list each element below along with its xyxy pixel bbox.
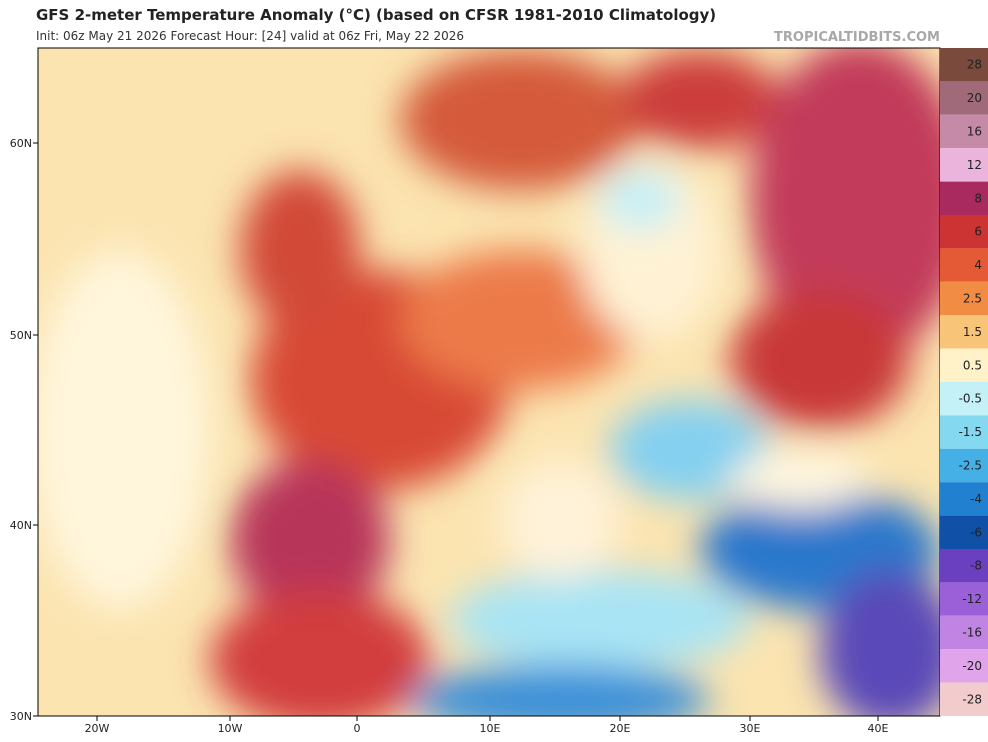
colorbar-swatch xyxy=(940,215,988,249)
colorbar-swatch xyxy=(940,315,988,349)
colorbar-swatch xyxy=(940,48,988,82)
colorbar-swatch xyxy=(940,682,988,716)
colorbar-swatch xyxy=(940,248,988,282)
lon-label: 0 xyxy=(354,722,361,735)
colorbar-label: 0.5 xyxy=(963,358,982,372)
axes: 60N 50N 40N 30N 20W 10W 0 10E 20E 30E 40E xyxy=(10,137,889,735)
colorbar-swatch xyxy=(940,649,988,683)
colorbar-label: -12 xyxy=(962,592,982,606)
lat-label: 40N xyxy=(10,519,32,532)
colorbar-label: 20 xyxy=(967,91,982,105)
colorbar-label: -8 xyxy=(970,559,982,573)
colorbar-swatch xyxy=(940,181,988,215)
lon-label: 10W xyxy=(218,722,243,735)
colorbar-label: 8 xyxy=(974,191,982,205)
subtitle: Init: 06z May 21 2026 Forecast Hour: [24… xyxy=(36,29,464,43)
colorbar-label: -16 xyxy=(962,626,982,640)
title: GFS 2-meter Temperature Anomaly (°C) (ba… xyxy=(36,6,716,24)
colorbar-label: -6 xyxy=(970,525,982,539)
lat-label: 60N xyxy=(10,137,32,150)
colorbar-label: -28 xyxy=(962,692,982,706)
lon-label: 30E xyxy=(740,722,761,735)
colorbar-label: 1.5 xyxy=(963,325,982,339)
colorbar-label: 16 xyxy=(967,125,982,139)
lon-label: 20E xyxy=(610,722,631,735)
colorbar-label: -20 xyxy=(962,659,982,673)
colorbar-label: -1.5 xyxy=(959,425,982,439)
colorbar-swatch xyxy=(940,448,988,483)
colorbar-swatch xyxy=(940,114,988,149)
colorbar-swatch xyxy=(940,515,988,549)
lon-label: 10E xyxy=(480,722,501,735)
colorbar-label: 2.5 xyxy=(963,292,982,306)
colorbar-label: -0.5 xyxy=(959,392,982,406)
colorbar-swatch xyxy=(940,582,988,616)
lat-label: 50N xyxy=(10,329,32,342)
colorbar-label: -4 xyxy=(970,492,982,506)
lat-label: 30N xyxy=(10,710,32,723)
colorbar-label: 4 xyxy=(974,258,982,272)
lon-label: 40E xyxy=(868,722,889,735)
map xyxy=(38,48,940,716)
lon-label: 20W xyxy=(85,722,110,735)
colorbar-swatch xyxy=(940,148,988,182)
colorbar-swatch xyxy=(940,81,988,115)
watermark: TROPICALTIDBITS.COM xyxy=(774,30,940,45)
colorbar: 28 20 16 12 8 6 4 2.5 1.5 0.5 -0.5 -1.5 -2.5 -4 -6 -8 -1… xyxy=(940,48,988,716)
colorbar-swatch xyxy=(940,281,988,316)
colorbar-swatch xyxy=(940,382,988,416)
colorbar-swatch xyxy=(940,549,988,583)
colorbar-swatch xyxy=(940,482,988,516)
colorbar-label: 12 xyxy=(967,158,982,172)
colorbar-label: 28 xyxy=(967,58,982,72)
colorbar-label: -2.5 xyxy=(959,459,982,473)
colorbar-swatch xyxy=(940,415,988,449)
colorbar-swatch xyxy=(940,348,988,382)
colorbar-swatch xyxy=(940,615,988,650)
colorbar-label: 6 xyxy=(974,225,982,239)
